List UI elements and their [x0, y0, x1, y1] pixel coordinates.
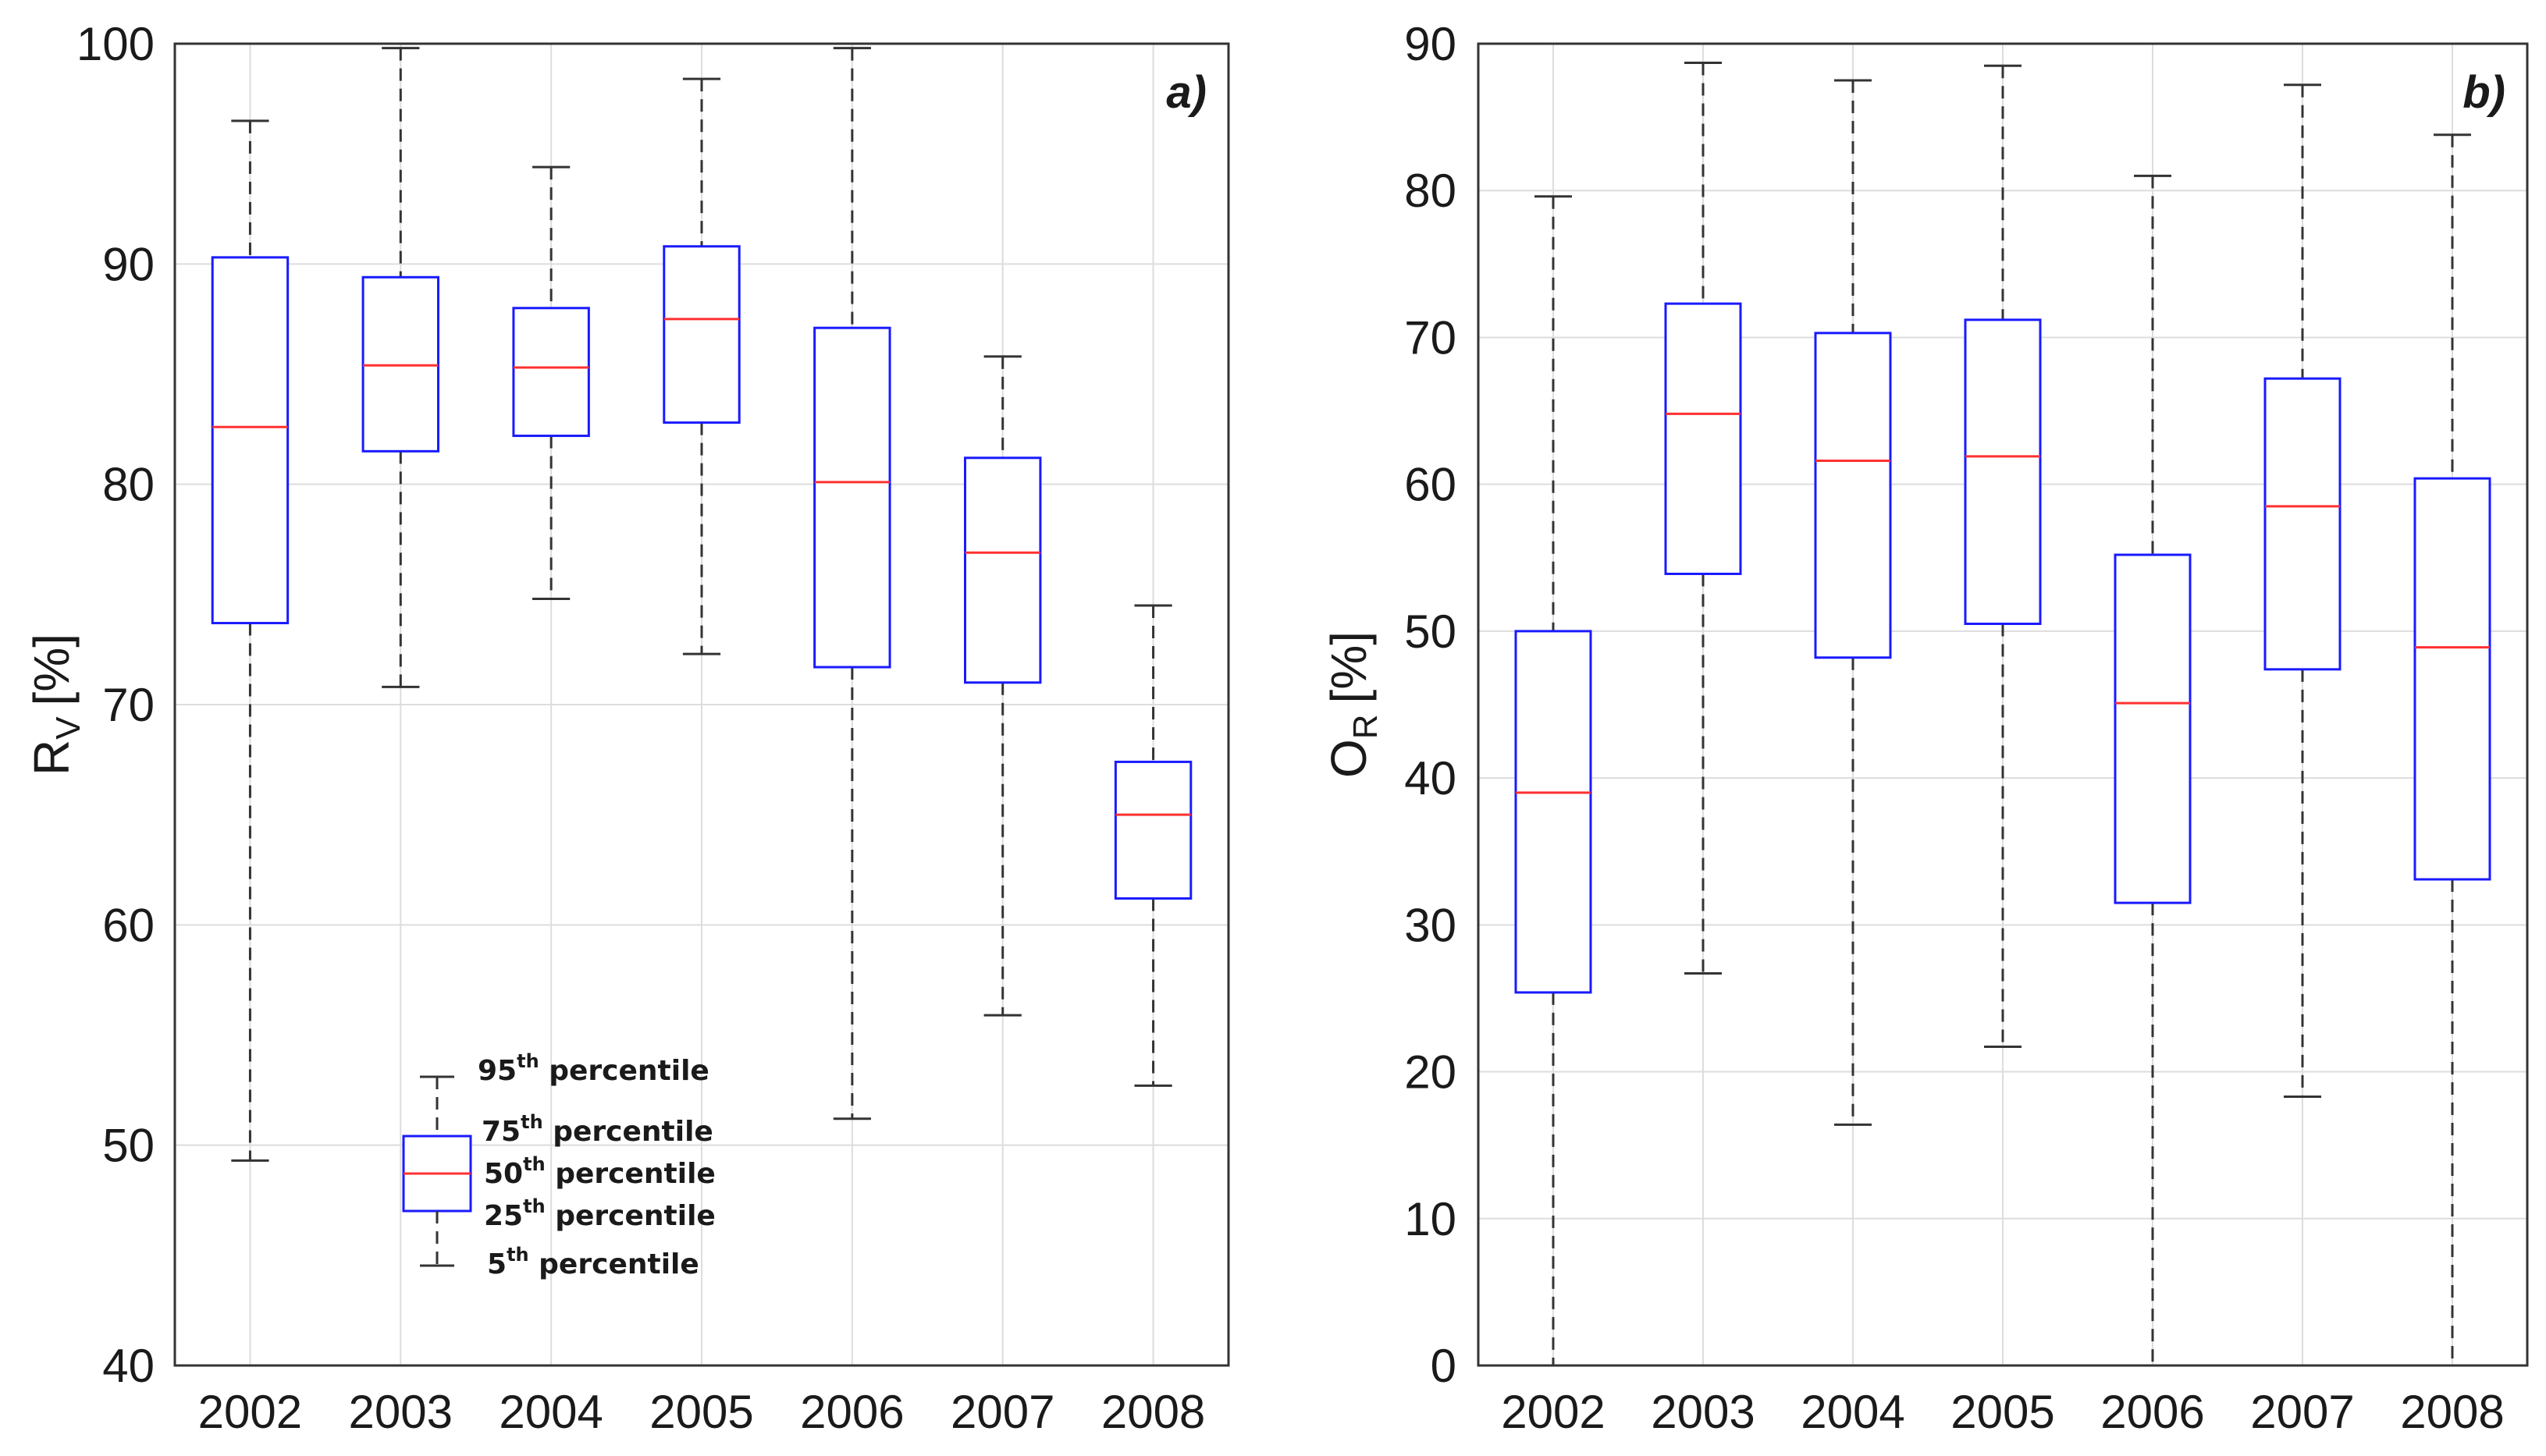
y-tick-label: 20 [1404, 1046, 1456, 1099]
y-tick-label: 90 [102, 238, 155, 290]
panel-b-plot-frame [1477, 42, 2529, 1367]
y-tick-label: 30 [1404, 899, 1456, 951]
y-tick-label: 70 [1404, 311, 1456, 364]
panel-b-boxes [1514, 61, 2491, 1367]
legend-label-75: 75th percentile [482, 1111, 713, 1148]
x-tick-label: 2004 [499, 1386, 603, 1438]
box-2007 [964, 355, 1042, 1017]
panel-b-grid [1478, 44, 2527, 1365]
iqr-box [1664, 302, 1742, 575]
y-tick-label: 10 [1404, 1193, 1456, 1245]
box-2008 [2413, 133, 2491, 1367]
box-2004 [512, 165, 590, 600]
iqr-box [964, 456, 1042, 684]
x-tick-label: 2002 [1501, 1386, 1605, 1438]
legend-label-5: 5th percentile [487, 1244, 699, 1280]
y-tick-label: 60 [1404, 459, 1456, 511]
y-tick-label: 60 [102, 899, 155, 951]
iqr-box [2413, 477, 2491, 881]
iqr-box [813, 326, 891, 669]
panel-a-y-label-unit: [%] [23, 634, 80, 705]
panel-a-boxes [211, 47, 1193, 1162]
y-tick-label: 50 [1404, 605, 1456, 658]
box-2003 [361, 47, 440, 688]
box-2005 [1964, 64, 2042, 1049]
box-2007 [2263, 83, 2342, 1099]
x-tick-label: 2005 [1950, 1386, 2054, 1438]
panel-a-x-ticks: 2002 2003 2004 2005 2006 2007 2008 [198, 1386, 1206, 1438]
iqr-box [1814, 332, 1892, 659]
y-tick-label: 0 [1431, 1340, 1456, 1392]
x-tick-label: 2003 [1651, 1386, 1755, 1438]
panel-b-boxplot: 0 10 20 30 40 50 60 70 80 90 2002 2003 2004 2005 2006… [1321, 18, 2529, 1438]
y-tick-label: 50 [102, 1120, 155, 1172]
y-tick-label: 40 [102, 1340, 155, 1392]
x-tick-label: 2008 [1101, 1386, 1205, 1438]
panel-b-y-axis-label: OR [%] [1321, 631, 1385, 778]
iqr-box [663, 245, 741, 424]
box-2004 [1814, 79, 1892, 1126]
y-tick-label: 100 [76, 18, 155, 70]
panel-a-y-axis-label: RV [%] [23, 634, 87, 776]
x-tick-label: 2005 [649, 1386, 753, 1438]
y-tick-label: 80 [102, 459, 155, 511]
iqr-box [2263, 377, 2342, 671]
x-tick-label: 2006 [800, 1386, 904, 1438]
panel-b-y-label-sub: R [1346, 714, 1385, 739]
panel-a-label: a) [1166, 67, 1207, 118]
panel-a-y-label-sub: V [49, 716, 87, 740]
panel-b-label: b) [2462, 67, 2505, 118]
y-tick-label: 80 [1404, 165, 1456, 217]
y-tick-label: 70 [102, 679, 155, 731]
panel-a-boxplot: 40 50 60 70 80 90 100 2002 2003 2004 2005 2006 2007… [23, 18, 1230, 1438]
x-tick-label: 2007 [951, 1386, 1054, 1438]
x-tick-label: 2002 [198, 1386, 302, 1438]
panel-a-y-ticks: 40 50 60 70 80 90 100 [76, 18, 155, 1392]
box-2002 [1514, 195, 1592, 1367]
panel-b-y-ticks: 0 10 20 30 40 50 60 70 80 90 [1404, 18, 1456, 1392]
x-tick-label: 2008 [2400, 1386, 2504, 1438]
panel-a-y-label-main: R [23, 740, 80, 776]
iqr-box [1514, 630, 1592, 994]
box-2003 [1664, 61, 1742, 975]
box-2006 [813, 47, 891, 1120]
iqr-box [1114, 760, 1193, 900]
x-tick-label: 2003 [349, 1386, 453, 1438]
box-2002 [211, 119, 290, 1162]
panel-b-x-ticks: 2002 2003 2004 2005 2006 2007 2008 [1501, 1386, 2504, 1438]
x-tick-label: 2007 [2250, 1386, 2354, 1438]
panel-a-legend: 95th percentile 75th percentile 50th per… [402, 1050, 716, 1280]
y-tick-label: 40 [1404, 752, 1456, 804]
legend-label-50: 50th percentile [484, 1153, 716, 1190]
panel-b-y-label-main: O [1321, 739, 1377, 778]
x-tick-label: 2004 [1801, 1386, 1904, 1438]
iqr-box [1964, 318, 2042, 625]
y-tick-label: 90 [1404, 18, 1456, 70]
panel-a-plot-frame [173, 42, 1230, 1367]
iqr-box [2114, 553, 2192, 904]
box-2006 [2114, 174, 2192, 1367]
legend-label-95: 95th percentile [478, 1050, 709, 1087]
box-2005 [663, 77, 741, 655]
iqr-box [512, 307, 590, 438]
panel-b-y-label-unit: [%] [1321, 631, 1377, 703]
x-tick-label: 2006 [2100, 1386, 2204, 1438]
legend-label-25: 25th percentile [484, 1195, 716, 1232]
iqr-box [211, 256, 290, 625]
box-2008 [1114, 604, 1193, 1087]
